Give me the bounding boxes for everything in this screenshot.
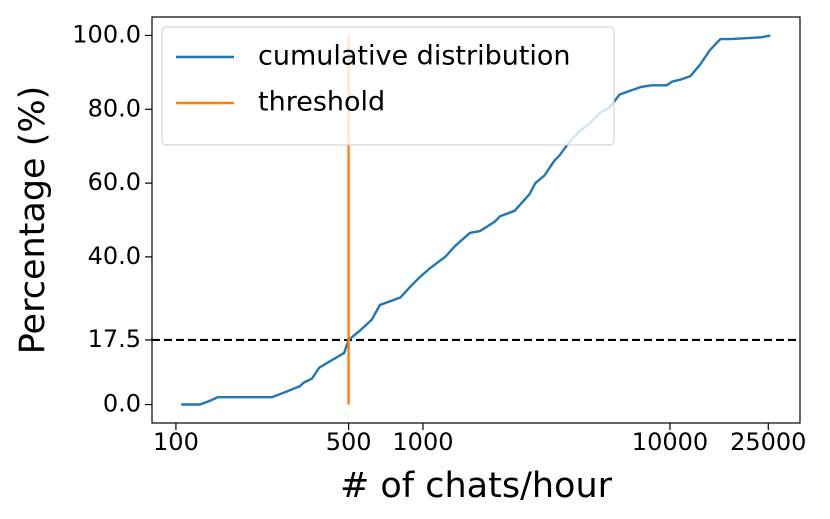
x-axis-label: # of chats/hour (340, 466, 613, 506)
legend: cumulative distribution threshold (161, 26, 615, 146)
x-tick-label: 25000 (730, 428, 806, 456)
x-tick-label: 100 (153, 428, 199, 456)
legend-label: cumulative distribution (258, 41, 571, 72)
legend-box (161, 26, 615, 146)
y-tick-label: 80.0 (88, 94, 141, 122)
y-tick-label: 0.0 (103, 390, 141, 418)
y-tick-label: 17.5 (88, 325, 141, 353)
x-tick-label: 1000 (392, 428, 453, 456)
x-tick-label: 10000 (632, 428, 708, 456)
y-axis-label: Percentage (%) (13, 86, 53, 355)
data-line (181, 34, 771, 406)
legend-label: threshold (258, 87, 385, 118)
plot-frame (151, 16, 801, 424)
y-tick-label: 40.0 (88, 242, 141, 270)
y-tick-label: 100.0 (72, 20, 141, 48)
x-tick-label: 500 (326, 428, 372, 456)
y-tick-label: 60.0 (88, 168, 141, 196)
